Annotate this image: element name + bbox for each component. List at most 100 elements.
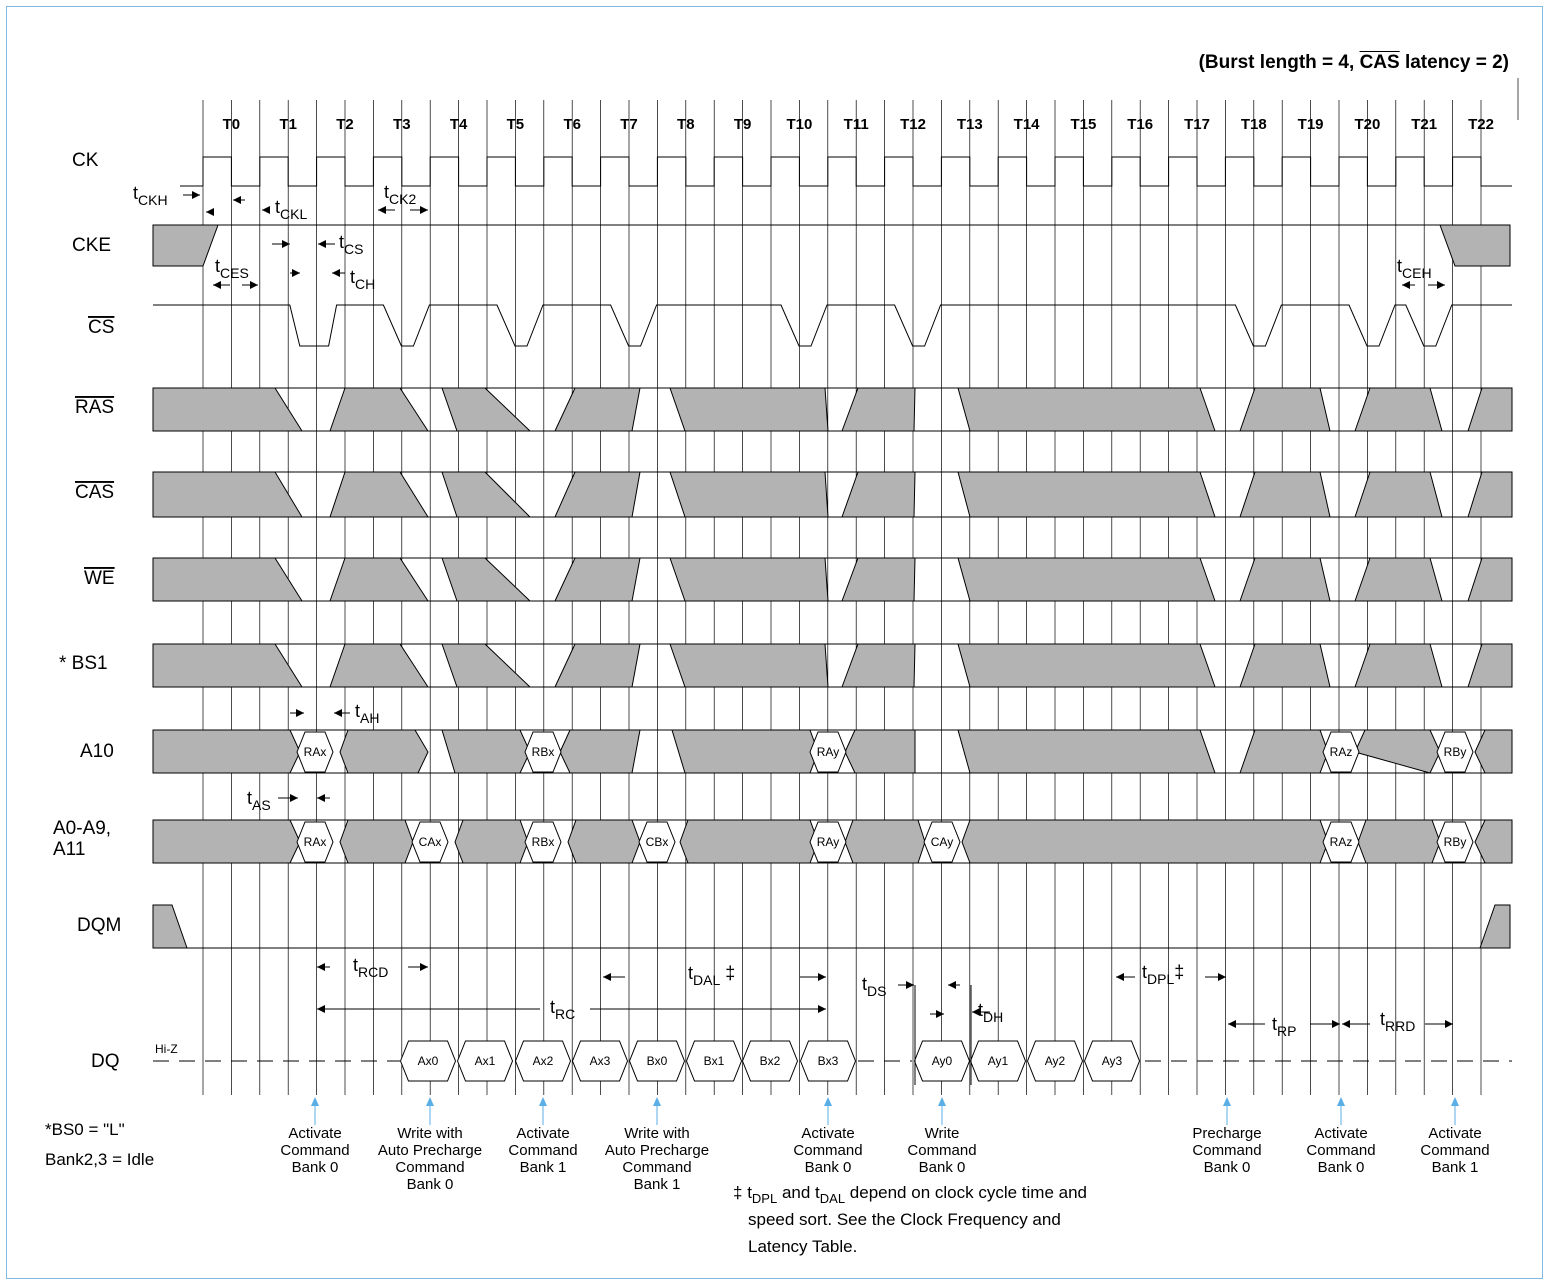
- signal-label-bs1: * BS1: [59, 653, 108, 674]
- addr-cell-cax: [411, 821, 449, 863]
- dpl-r-head: [1218, 973, 1226, 981]
- ckh-r-head: [206, 208, 214, 216]
- bs1-dontcare: [841, 643, 916, 688]
- as-l-head: [290, 794, 298, 802]
- dq-cell-ay3-label: Ay3: [1102, 1054, 1123, 1068]
- cke-invalid-end: [1439, 224, 1511, 267]
- rp-r-head: [1332, 1020, 1340, 1028]
- timing-label-ceh: tCEH: [1397, 256, 1432, 281]
- dq-cell-ay1: [969, 1040, 1027, 1082]
- command-note-7-line-1: Command: [1306, 1142, 1375, 1159]
- cas-dontcare: [1354, 471, 1443, 518]
- a10-dontcare: [671, 729, 819, 774]
- timing-label-cs: tCS: [339, 232, 363, 257]
- tick-label-t16: T16: [1127, 116, 1153, 133]
- ah-l-head: [296, 709, 304, 717]
- addr-cell-cay: [923, 821, 961, 863]
- command-arrow-head: [311, 1097, 319, 1106]
- addr-cell-rbx-label: RBx: [532, 835, 555, 849]
- tick-label-t2: T2: [336, 116, 354, 133]
- a10-cell-ray: [809, 731, 847, 773]
- addr-cell-cbx-label: CBx: [646, 835, 669, 849]
- command-note-8-line-1: Command: [1420, 1142, 1489, 1159]
- tick-label-t19: T19: [1298, 116, 1324, 133]
- command-note-3-line-2: Command: [622, 1159, 691, 1176]
- command-note-8-line-0: Activate: [1428, 1125, 1481, 1142]
- timing-label-dh: tDH: [978, 1000, 1003, 1025]
- command-arrow-head: [938, 1097, 946, 1106]
- timing-label-rc: tRC: [550, 997, 575, 1022]
- signal-label-a11: A11: [53, 839, 85, 860]
- a10-cell-rbx: [524, 731, 562, 773]
- cke-invalid-start: [152, 224, 219, 267]
- command-note-3-line-1: Auto Precharge: [605, 1142, 709, 1159]
- addr-cell-rax: [296, 821, 334, 863]
- dq-cell-ay0-label: Ay0: [932, 1054, 953, 1068]
- bs1-dontcare: [1467, 643, 1513, 688]
- a10-dontcare: [1474, 729, 1513, 774]
- a10-dontcare: [152, 729, 301, 774]
- command-note-7-line-2: Bank 0: [1318, 1159, 1365, 1176]
- command-note-2-line-2: Bank 1: [520, 1159, 567, 1176]
- ras-dontcare: [841, 387, 916, 432]
- burst-length-note: (Burst length = 4, CAS latency = 2): [1198, 52, 1509, 73]
- a10-dontcare: [1239, 729, 1329, 774]
- signal-label-ck: CK: [72, 150, 99, 171]
- ck2-left-head: [378, 206, 386, 214]
- addr-dontcare: [961, 819, 1329, 864]
- tick-label-t1: T1: [279, 116, 297, 133]
- tick-label-t4: T4: [450, 116, 468, 133]
- cas-dontcare: [1239, 471, 1331, 518]
- command-note-5-line-2: Bank 0: [919, 1159, 966, 1176]
- a10-cell-raz-label: RAz: [1330, 745, 1353, 759]
- command-arrow-head: [426, 1097, 434, 1106]
- command-note-4-line-1: Command: [793, 1142, 862, 1159]
- ckl-arrow-head: [262, 206, 270, 214]
- timing-label-ds: tDS: [862, 974, 886, 999]
- timing-label-ckh: tCKH: [133, 183, 168, 208]
- command-note-0-line-2: Bank 0: [292, 1159, 339, 1176]
- command-note-3-line-0: Write with: [624, 1125, 690, 1142]
- cas-dontcare: [554, 471, 641, 518]
- we-dontcare: [841, 557, 916, 602]
- ck2-right-head: [420, 206, 428, 214]
- tick-label-t0: T0: [223, 116, 241, 133]
- a10-dontcare: [441, 729, 531, 774]
- signal-label-a10: A10: [80, 741, 114, 762]
- dq-cell-bx0-label: Bx0: [647, 1054, 668, 1068]
- addr-dontcare: [844, 819, 926, 864]
- addr-dontcare: [567, 819, 641, 864]
- dq-cell-ay0: [913, 1040, 971, 1082]
- command-note-6-line-2: Bank 0: [1204, 1159, 1251, 1176]
- signal-label-a0a9: A0-A9,: [53, 818, 111, 839]
- signal-label-dqm: DQM: [77, 915, 121, 936]
- command-arrow-head: [1451, 1097, 1459, 1106]
- ch-l-head: [292, 269, 300, 277]
- dq-cell-bx2: [741, 1040, 799, 1082]
- tick-label-t10: T10: [786, 116, 812, 133]
- cas-dontcare: [841, 471, 916, 518]
- dq-cell-bx3-label: Bx3: [818, 1054, 839, 1068]
- a10-cell-rax: [296, 731, 334, 773]
- we-dontcare: [1354, 557, 1443, 602]
- bs1-dontcare: [441, 643, 532, 688]
- tick-label-t14: T14: [1014, 116, 1041, 133]
- a10-dontcare: [1354, 729, 1441, 774]
- command-note-1-line-2: Command: [395, 1159, 464, 1176]
- bs1-dontcare: [152, 643, 303, 688]
- ds-r-head: [936, 1010, 944, 1018]
- a10-cell-rby: [1436, 731, 1474, 773]
- ras-dontcare: [669, 387, 829, 432]
- timing-label-ch: tCH: [350, 267, 375, 292]
- command-arrow-head: [1337, 1097, 1345, 1106]
- ces-l-head: [213, 281, 221, 289]
- tick-label-t13: T13: [957, 116, 983, 133]
- dq-cell-bx1-label: Bx1: [704, 1054, 725, 1068]
- footnote-dagger-line2: speed sort. See the Clock Frequency and: [748, 1210, 1061, 1229]
- dq-cell-ax3: [571, 1040, 629, 1082]
- timing-label-dpl: tDPL‡: [1142, 962, 1184, 987]
- dh-arrow-head: [972, 1008, 980, 1016]
- signal-label-cs: CS: [88, 317, 114, 338]
- ras-dontcare: [152, 387, 303, 432]
